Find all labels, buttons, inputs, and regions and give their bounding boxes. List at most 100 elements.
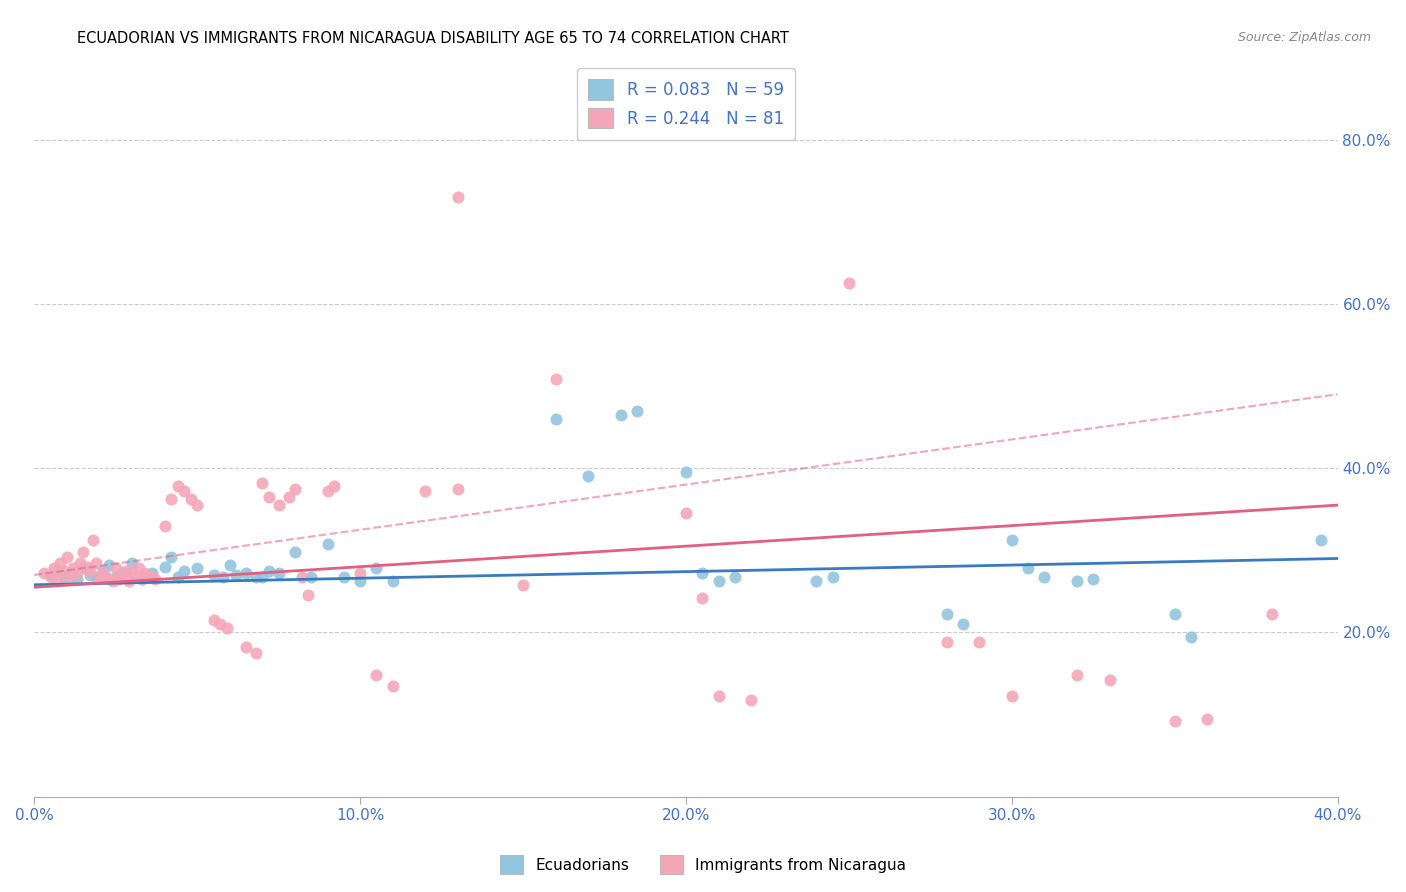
- Point: [333, 569, 356, 583]
- Point: [141, 566, 163, 581]
- Point: [235, 640, 257, 655]
- Point: [252, 475, 274, 490]
- Point: [707, 574, 730, 589]
- Point: [366, 561, 388, 575]
- Point: [349, 574, 371, 589]
- Point: [166, 479, 188, 493]
- Point: [1164, 607, 1187, 622]
- Point: [675, 506, 697, 520]
- Point: [1001, 533, 1024, 548]
- Point: [94, 569, 117, 583]
- Text: ECUADORIAN VS IMMIGRANTS FROM NICARAGUA DISABILITY AGE 65 TO 74 CORRELATION CHAR: ECUADORIAN VS IMMIGRANTS FROM NICARAGUA …: [77, 31, 789, 46]
- Point: [215, 621, 238, 635]
- Point: [209, 617, 232, 632]
- Point: [138, 569, 160, 583]
- Point: [512, 578, 534, 592]
- Point: [1360, 531, 1382, 545]
- Point: [111, 569, 134, 583]
- Point: [692, 566, 714, 581]
- Point: [544, 412, 567, 426]
- Point: [79, 568, 101, 582]
- Point: [111, 566, 134, 581]
- Point: [935, 607, 957, 622]
- Point: [52, 569, 75, 583]
- Point: [284, 482, 307, 496]
- Point: [32, 566, 55, 581]
- Point: [89, 569, 111, 583]
- Point: [1164, 714, 1187, 728]
- Point: [935, 635, 957, 649]
- Point: [576, 469, 599, 483]
- Point: [101, 574, 124, 589]
- Point: [98, 572, 121, 586]
- Point: [1001, 690, 1024, 704]
- Point: [740, 692, 762, 706]
- Point: [91, 566, 114, 581]
- Point: [447, 482, 470, 496]
- Point: [1083, 572, 1105, 586]
- Point: [76, 559, 98, 574]
- Point: [59, 569, 82, 583]
- Point: [284, 545, 307, 559]
- Point: [66, 566, 89, 581]
- Point: [143, 572, 166, 586]
- Point: [212, 569, 235, 583]
- Point: [381, 679, 404, 693]
- Point: [49, 556, 72, 570]
- Point: [141, 569, 163, 583]
- Point: [91, 564, 114, 578]
- Point: [114, 564, 136, 578]
- Point: [1180, 630, 1202, 644]
- Point: [675, 465, 697, 479]
- Point: [128, 561, 150, 575]
- Point: [104, 561, 127, 575]
- Point: [72, 561, 94, 575]
- Point: [160, 492, 183, 507]
- Point: [1033, 569, 1056, 583]
- Point: [806, 574, 828, 589]
- Point: [39, 568, 62, 582]
- Point: [186, 561, 208, 575]
- Point: [82, 533, 104, 548]
- Point: [166, 569, 188, 583]
- Point: [1066, 668, 1088, 682]
- Point: [952, 617, 974, 632]
- Legend: Ecuadorians, Immigrants from Nicaragua: Ecuadorians, Immigrants from Nicaragua: [494, 849, 912, 880]
- Point: [1197, 712, 1219, 726]
- Point: [202, 613, 225, 627]
- Point: [124, 569, 146, 583]
- Point: [104, 569, 127, 583]
- Point: [173, 484, 195, 499]
- Point: [52, 564, 75, 578]
- Point: [692, 591, 714, 605]
- Point: [267, 566, 290, 581]
- Point: [381, 574, 404, 589]
- Point: [316, 537, 339, 551]
- Point: [46, 564, 69, 578]
- Point: [186, 498, 208, 512]
- Point: [153, 559, 176, 574]
- Point: [1098, 673, 1121, 687]
- Point: [257, 564, 280, 578]
- Point: [544, 372, 567, 386]
- Point: [1261, 607, 1284, 622]
- Text: Source: ZipAtlas.com: Source: ZipAtlas.com: [1237, 31, 1371, 45]
- Point: [277, 490, 299, 504]
- Point: [967, 635, 990, 649]
- Point: [202, 568, 225, 582]
- Point: [173, 564, 195, 578]
- Point: [79, 564, 101, 578]
- Point: [121, 564, 143, 578]
- Point: [299, 569, 322, 583]
- Point: [724, 569, 747, 583]
- Point: [297, 589, 319, 603]
- Point: [610, 408, 633, 422]
- Point: [349, 566, 371, 581]
- Point: [235, 566, 257, 581]
- Point: [267, 498, 290, 512]
- Point: [72, 545, 94, 559]
- Point: [707, 690, 730, 704]
- Point: [245, 646, 267, 660]
- Point: [626, 403, 648, 417]
- Point: [245, 569, 267, 583]
